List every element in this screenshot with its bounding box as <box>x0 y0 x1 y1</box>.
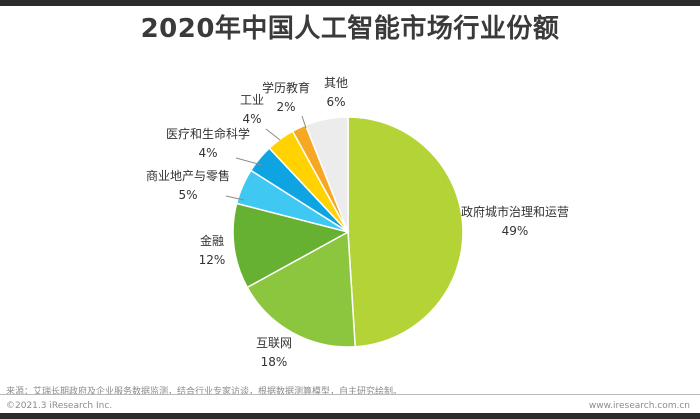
slice-value-label-4: 4% <box>198 146 217 160</box>
leader-line-4 <box>235 157 263 166</box>
pie-slice-1 <box>246 230 357 348</box>
slice-label-7: 其他 <box>324 76 348 90</box>
slice-label-2: 金融 <box>200 233 224 248</box>
pie-slice-7 <box>304 116 349 233</box>
source-note: 来源：艾瑞长期政府及企业服务数据监测，结合行业专家访谈，根据数据测算模型，自主研… <box>6 387 403 397</box>
top-border-strip <box>0 0 700 6</box>
leader-line-6 <box>301 115 307 129</box>
slice-value-label-6: 2% <box>276 100 295 114</box>
slice-label-6: 学历教育 <box>262 80 310 95</box>
slice-label-3: 商业地产与零售 <box>146 168 230 183</box>
slice-label-4: 医疗和生命科学 <box>166 126 250 141</box>
leader-line-3 <box>225 195 245 201</box>
slice-value-label-0: 49% <box>502 224 529 238</box>
chart-title: 2020年中国人工智能市场行业份额 <box>140 14 560 44</box>
slice-label-5: 工业 <box>240 93 264 107</box>
footer-divider <box>0 394 700 395</box>
slice-label-0: 政府城市治理和运营 <box>461 204 569 219</box>
copyright-text: ©2021.3 iResearch Inc. <box>6 401 113 411</box>
slice-value-label-2: 12% <box>199 253 226 267</box>
slice-value-label-1: 18% <box>261 355 288 369</box>
pie-slice-0 <box>347 116 464 348</box>
bottom-border-strip <box>0 413 700 419</box>
slice-value-label-5: 4% <box>242 112 261 126</box>
slice-value-label-7: 6% <box>326 95 345 109</box>
pie-slice-2 <box>232 202 351 289</box>
leader-line-5 <box>265 128 281 141</box>
slice-value-label-3: 5% <box>178 188 197 202</box>
website-link[interactable]: www.iresearch.com.cn <box>588 401 690 411</box>
slice-label-1: 互联网 <box>256 336 292 350</box>
